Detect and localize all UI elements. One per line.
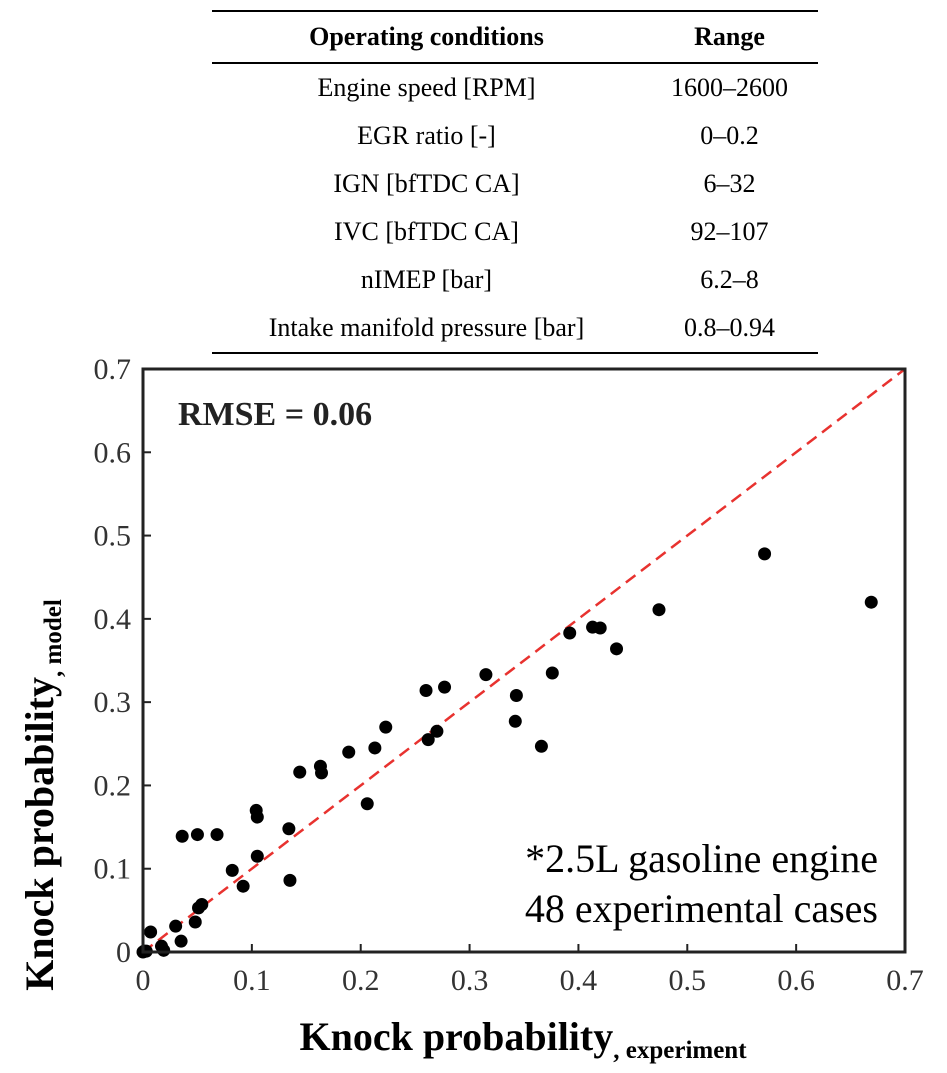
data-point (545, 666, 559, 680)
x-tick-label: 0 (136, 964, 151, 997)
data-point (190, 828, 204, 842)
table-row: EGR ratio [-] 0–0.2 (212, 112, 818, 160)
range-cell: 0–0.2 (700, 121, 759, 150)
data-point (236, 879, 250, 893)
reference-line-layer (142, 368, 906, 953)
x-tick-label: 0.6 (777, 964, 815, 997)
range-cell: 92–107 (690, 217, 769, 246)
table-header-row: Operating conditions Range (212, 10, 818, 64)
y-axis-ticks: 0 0.1 0.2 0.3 0.4 0.5 0.6 0.7 (94, 353, 151, 969)
y-tick-label: 0 (116, 936, 131, 969)
data-point (864, 595, 878, 609)
data-point (379, 720, 393, 734)
data-point (419, 683, 433, 697)
data-point (169, 919, 183, 933)
x-axis-title: Knock probability, experiment (299, 1014, 747, 1064)
data-point (195, 898, 209, 912)
data-point (508, 714, 522, 728)
data-point (342, 745, 356, 759)
rmse-annotation: RMSE = 0.06 (178, 396, 372, 433)
condition-cell: Intake manifold pressure [bar] (212, 304, 641, 354)
y-tick-label: 0.3 (94, 686, 132, 719)
y-tick-label: 0.6 (94, 436, 132, 469)
y-tick-label: 0.1 (94, 853, 132, 886)
data-point (438, 680, 452, 694)
engine-note: *2.5L gasoline engine (525, 836, 878, 881)
table-row: IVC [bfTDC CA] 92–107 (212, 208, 818, 256)
table-row: Engine speed [RPM] 1600–2600 (212, 63, 818, 112)
data-point (758, 547, 772, 561)
data-point (282, 822, 296, 836)
data-point (652, 603, 666, 617)
data-point (144, 925, 158, 939)
data-point (315, 766, 329, 780)
data-point (250, 810, 264, 824)
x-tick-label: 0.5 (669, 964, 707, 997)
data-point (293, 765, 307, 779)
header-range: Range (640, 10, 818, 64)
operating-conditions-table: Operating conditions Range Engine speed … (212, 10, 818, 354)
y-tick-label: 0.2 (94, 769, 132, 802)
data-point (509, 688, 523, 702)
x-tick-label: 0.3 (451, 964, 489, 997)
x-axis-ticks: 0 0.1 0.2 0.3 0.4 0.5 0.6 0.7 (136, 944, 924, 997)
y-tick-label: 0.5 (94, 520, 132, 553)
y-axis-title-subscript: , model (40, 599, 67, 677)
data-point (157, 943, 171, 957)
range-cell: 1600–2600 (670, 73, 788, 102)
data-point (534, 739, 548, 753)
x-tick-label: 0.4 (560, 964, 598, 997)
y-axis-title-main: Knock probability (17, 677, 62, 991)
knock-probability-scatter-chart: 0 0.1 0.2 0.3 0.4 0.5 0.6 0.7 00.10.20.30.40.50… (17, 353, 924, 1064)
data-point (563, 626, 577, 640)
table-row: nIMEP [bar] 6.2–8 (212, 256, 818, 304)
reference-line-y-equals-x (142, 368, 906, 953)
data-point (421, 733, 435, 747)
condition-cell: Engine speed [RPM] (317, 73, 536, 102)
condition-cell: IVC [bfTDC CA] (334, 217, 519, 246)
data-point (610, 642, 624, 656)
data-point (225, 863, 239, 877)
y-tick-label: 0.4 (94, 603, 132, 636)
x-tick-label: 0.1 (233, 964, 271, 997)
condition-cell: IGN [bfTDC CA] (333, 169, 520, 198)
header-operating-conditions: Operating conditions (212, 10, 641, 64)
data-point (210, 828, 224, 842)
data-point (479, 668, 493, 682)
range-cell: 6–32 (703, 169, 756, 198)
data-point (360, 797, 374, 811)
range-cell: 0.8–0.94 (640, 304, 818, 354)
condition-cell: EGR ratio [-] (357, 121, 496, 150)
table-row: Intake manifold pressure [bar] 0.8–0.94 (212, 304, 818, 354)
x-axis-title-main: Knock probability (299, 1014, 613, 1059)
data-point (593, 621, 607, 635)
data-point (368, 741, 382, 755)
data-point (250, 849, 264, 863)
data-point (188, 915, 202, 929)
data-point (174, 934, 188, 948)
x-tick-label: 0.2 (342, 964, 380, 997)
table-row: IGN [bfTDC CA] 6–32 (212, 160, 818, 208)
y-tick-label: 0.7 (94, 353, 132, 386)
condition-cell: nIMEP [bar] (360, 265, 493, 294)
range-cell: 6.2–8 (700, 265, 759, 294)
cases-note: 48 experimental cases (525, 886, 878, 931)
data-point (430, 724, 444, 738)
y-axis-title: Knock probability, model (17, 599, 67, 991)
plot-frame (141, 367, 907, 954)
data-point (283, 873, 297, 887)
data-point (175, 829, 189, 843)
x-tick-label: 0.7 (886, 964, 924, 997)
x-axis-title-subscript: , experiment (613, 1037, 747, 1064)
